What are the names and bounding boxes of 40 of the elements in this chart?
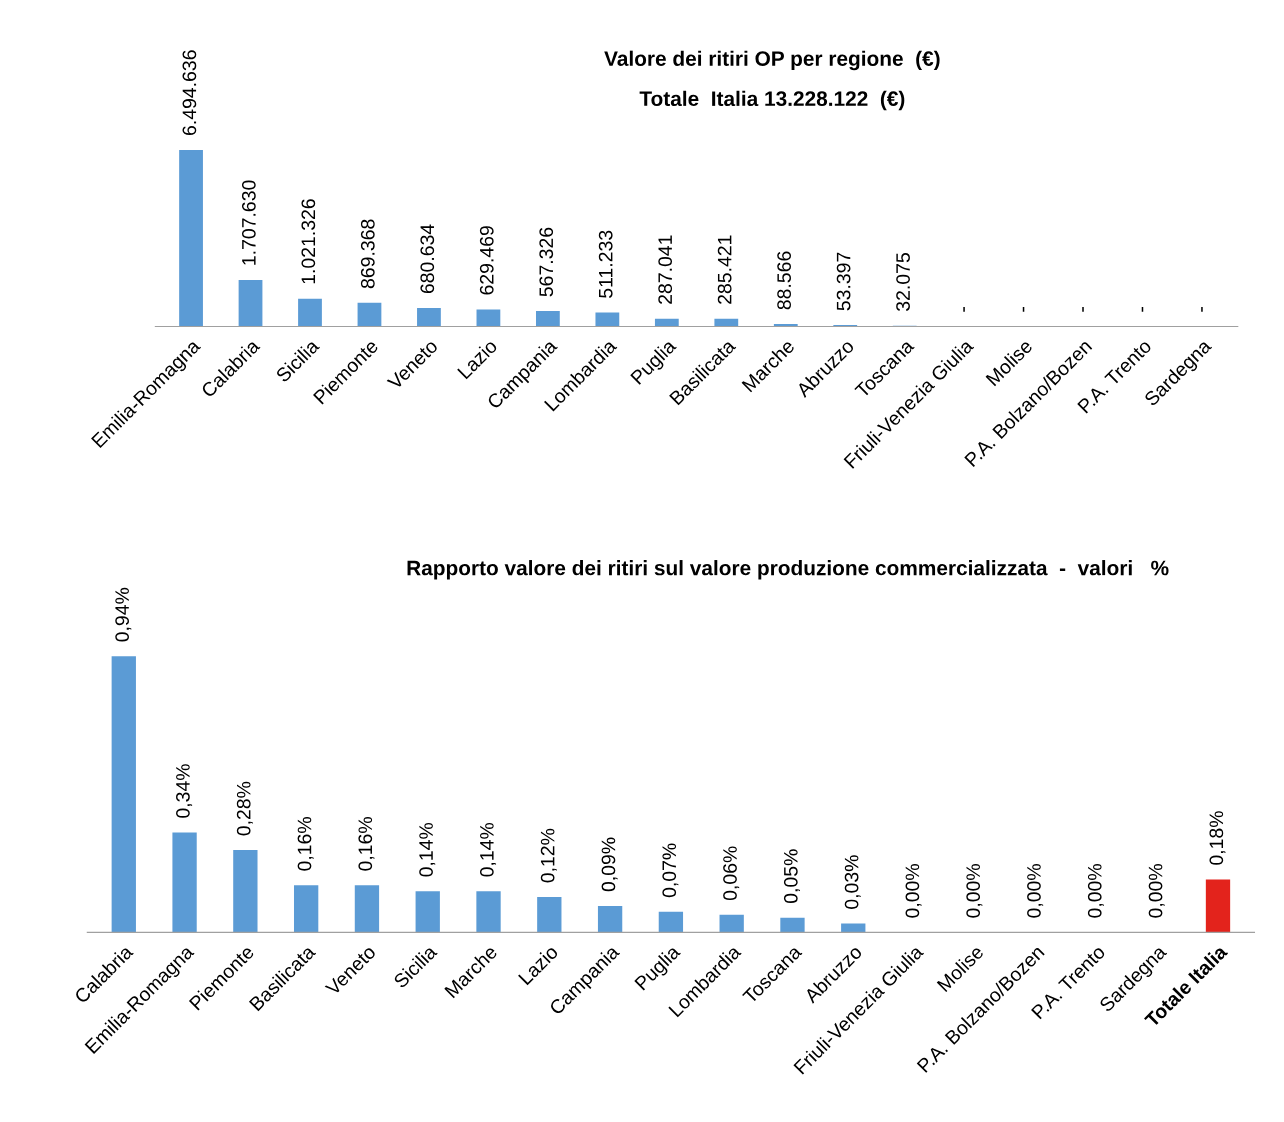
chart-title: Rapporto valore dei ritiri sul valore produzione commercializzata - valori % bbox=[407, 560, 1169, 580]
data-label: 287.041 bbox=[658, 235, 673, 304]
data-label: 285.421 bbox=[717, 235, 732, 304]
data-label: 0,00% bbox=[1027, 864, 1044, 918]
data-label: 567.326 bbox=[539, 227, 554, 297]
data-label: 0,14% bbox=[419, 822, 436, 877]
data-label: 680.634 bbox=[420, 224, 435, 294]
data-label: 0,12% bbox=[540, 828, 557, 883]
data-label: 0,18% bbox=[1209, 811, 1226, 865]
data-label: - bbox=[1141, 307, 1144, 312]
chart-title: Valore dei ritiri OP per regione (€) bbox=[604, 50, 940, 71]
data-label: 629.469 bbox=[479, 226, 494, 295]
chart-subtitle: Totale Italia 13.228.122 (€) bbox=[639, 90, 905, 111]
data-label: 0,06% bbox=[723, 846, 740, 901]
data-label: 0,09% bbox=[601, 837, 618, 892]
data-label: 0,05% bbox=[783, 849, 800, 904]
data-label: - bbox=[1201, 307, 1203, 312]
data-label: 0,16% bbox=[358, 817, 375, 871]
data-label: 0,00% bbox=[1087, 864, 1104, 918]
data-label: 0,34% bbox=[176, 764, 193, 818]
data-label: 0,94% bbox=[115, 587, 132, 642]
data-label: 0,00% bbox=[1148, 864, 1165, 918]
data-label: 511.233 bbox=[598, 230, 613, 298]
data-label: 0,07% bbox=[662, 843, 679, 898]
data-label: 0,14% bbox=[479, 822, 497, 877]
data-label: 1.021.326 bbox=[301, 199, 316, 284]
data-label: 0,03% bbox=[844, 855, 861, 909]
data-label: - bbox=[1082, 307, 1084, 312]
data-label: 0,16% bbox=[297, 817, 314, 871]
data-label: 0,28% bbox=[236, 781, 253, 836]
data-label: 1.707.630 bbox=[241, 180, 256, 265]
data-label: - bbox=[963, 307, 965, 312]
data-label: 53.397 bbox=[836, 252, 851, 311]
data-label: 0,00% bbox=[966, 864, 983, 918]
data-label: - bbox=[1022, 307, 1025, 312]
data-label: 869.368 bbox=[360, 219, 375, 289]
data-label: 0,00% bbox=[905, 864, 922, 918]
data-label: 88.566 bbox=[777, 251, 791, 310]
data-label: 6.494.636 bbox=[182, 50, 197, 136]
data-label: 32.075 bbox=[896, 253, 910, 311]
